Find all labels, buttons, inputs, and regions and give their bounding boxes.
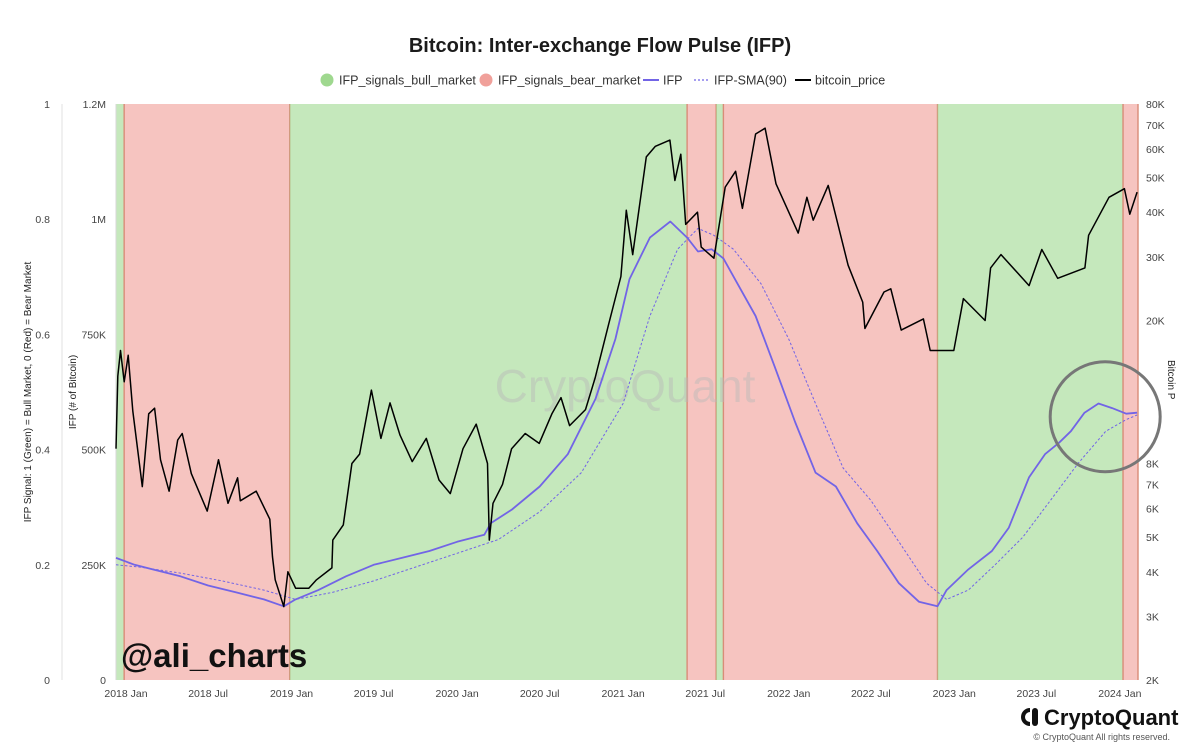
signal-tick-label: 0.2 bbox=[35, 560, 50, 572]
region-bear bbox=[687, 104, 717, 680]
signal-tick-label: 0.8 bbox=[35, 214, 50, 226]
legend-marker bbox=[320, 73, 334, 87]
x-tick-label: 2022 Jan bbox=[767, 688, 810, 700]
ifp-axis-label: IFP (# of Bitcoin) bbox=[68, 355, 79, 429]
legend-label: IFP-SMA(90) bbox=[714, 74, 787, 88]
chart-title: Bitcoin: Inter-exchange Flow Pulse (IFP) bbox=[409, 35, 791, 57]
x-tick-label: 2021 Jul bbox=[685, 688, 725, 700]
ifp-tick-label: 250K bbox=[81, 560, 106, 572]
ifp-tick-label: 0 bbox=[100, 675, 106, 687]
price-tick-label: 5K bbox=[1146, 532, 1159, 544]
region-bear bbox=[124, 104, 290, 680]
annotation bbox=[1048, 360, 1162, 474]
price-tick-label: 8K bbox=[1146, 459, 1159, 471]
series-ifp-sma-90- bbox=[115, 227, 1138, 600]
price-tick-label: 3K bbox=[1146, 612, 1159, 624]
region-bear bbox=[1123, 104, 1138, 680]
signal-tick-label: 0.6 bbox=[35, 329, 50, 341]
price-tick-label: 50K bbox=[1146, 172, 1165, 184]
region-bear bbox=[723, 104, 938, 680]
cryptoquant-logo-icon bbox=[1021, 708, 1038, 726]
x-tick-label: 2019 Jan bbox=[270, 688, 313, 700]
price-tick-label: 60K bbox=[1146, 144, 1165, 156]
x-tick-label: 2019 Jul bbox=[354, 688, 394, 700]
watermark: CryptoQuant bbox=[495, 360, 756, 412]
price-tick-label: 4K bbox=[1146, 567, 1159, 579]
price-axis-label: Bitcoin P bbox=[1165, 360, 1176, 400]
x-tick-label: 2018 Jul bbox=[188, 688, 228, 700]
ifp-tick-label: 1.2M bbox=[83, 99, 106, 111]
region-bull bbox=[289, 104, 688, 680]
x-tick-label: 2020 Jul bbox=[520, 688, 560, 700]
x-tick-label: 2024 Jan bbox=[1098, 688, 1141, 700]
highlight-circle bbox=[1048, 360, 1162, 474]
author-handle: @ali_charts bbox=[121, 637, 307, 674]
ifp-tick-label: 500K bbox=[81, 445, 106, 457]
series-lines bbox=[115, 127, 1138, 608]
price-tick-label: 6K bbox=[1146, 503, 1159, 515]
price-tick-label: 20K bbox=[1146, 315, 1165, 327]
legend-label: IFP_signals_bear_market bbox=[498, 74, 641, 88]
signal-axis-label: IFP Signal: 1 (Green) = Bull Market, 0 (… bbox=[23, 262, 34, 523]
series-bitcoin-price bbox=[115, 127, 1138, 608]
legend-label: bitcoin_price bbox=[815, 74, 885, 88]
signal-regions bbox=[116, 104, 1139, 680]
ifp-tick-label: 1M bbox=[91, 214, 106, 226]
x-tick-label: 2021 Jan bbox=[602, 688, 645, 700]
axes: 0 0.2 0.4 0.6 0.8 1 0 250K 500K 750K 1M 1.2M 2K 3K 4K 5… bbox=[23, 99, 1176, 700]
region-bull bbox=[937, 104, 1124, 680]
price-tick-label: 2K bbox=[1146, 675, 1159, 687]
legend: IFP_signals_bull_market IFP_signals_bear_… bbox=[320, 73, 885, 88]
price-tick-label: 70K bbox=[1146, 120, 1165, 132]
price-tick-label: 30K bbox=[1146, 252, 1165, 264]
ifp-tick-label: 750K bbox=[81, 329, 106, 341]
price-tick-label: 7K bbox=[1146, 479, 1159, 491]
legend-label: IFP bbox=[663, 74, 682, 88]
signal-tick-label: 0.4 bbox=[35, 445, 50, 457]
region-bull bbox=[116, 104, 125, 680]
signal-tick-label: 1 bbox=[44, 99, 50, 111]
legend-marker bbox=[479, 73, 493, 87]
series-ifp bbox=[115, 220, 1138, 608]
brand-name: CryptoQuant bbox=[1044, 705, 1179, 730]
x-tick-label: 2020 Jan bbox=[436, 688, 479, 700]
copyright: © CryptoQuant All rights reserved. bbox=[1033, 732, 1170, 742]
price-tick-label: 80K bbox=[1146, 99, 1165, 111]
region-bull bbox=[716, 104, 724, 680]
x-tick-label: 2018 Jan bbox=[104, 688, 147, 700]
price-tick-label: 40K bbox=[1146, 207, 1165, 219]
legend-label: IFP_signals_bull_market bbox=[339, 74, 476, 88]
x-tick-label: 2023 Jan bbox=[933, 688, 976, 700]
grid bbox=[61, 104, 117, 680]
x-tick-label: 2022 Jul bbox=[851, 688, 891, 700]
x-tick-label: 2023 Jul bbox=[1017, 688, 1057, 700]
signal-tick-label: 0 bbox=[44, 675, 50, 687]
